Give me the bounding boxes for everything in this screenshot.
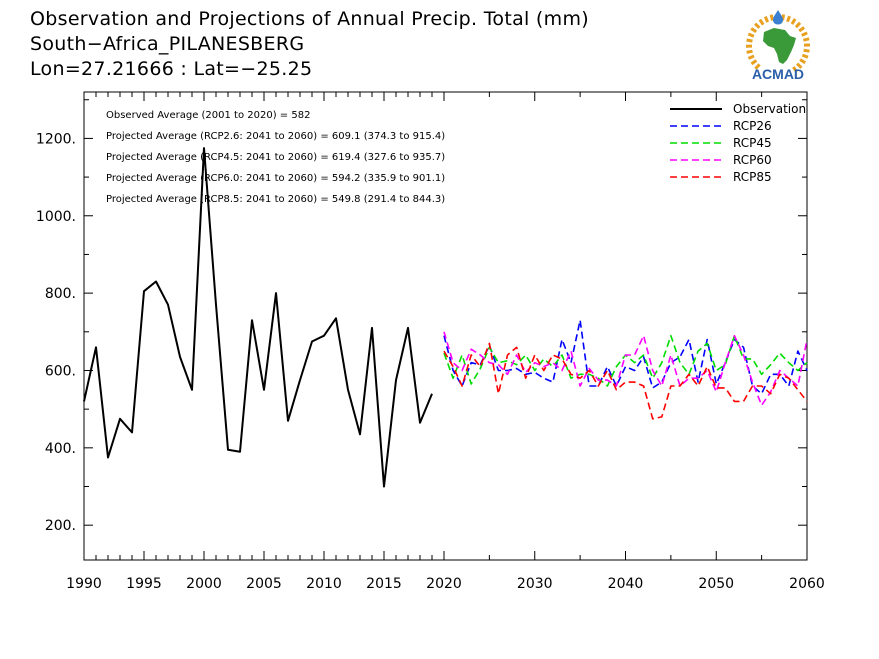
y-tick-label: 200.: [45, 518, 76, 534]
series-lines: [83, 147, 808, 488]
x-axis: 1990 1995 2000 2005 2010 2015 2020 2030 2040 2050…: [66, 92, 825, 592]
logo-ring-dash: [801, 53, 809, 59]
chart-title: Observation and Projections of Annual Pr…: [30, 8, 589, 30]
legend: Observation RCP26 RCP45 RCP60 RCP85: [670, 102, 806, 184]
x-tick-label: 2010: [306, 576, 342, 592]
average-note: Projected Average (RCP4.5: 2041 to 2060)…: [106, 152, 445, 163]
x-tick-label: 2060: [789, 576, 825, 592]
logo-ring-dash: [794, 21, 802, 29]
y-tick-label: 600.: [45, 363, 76, 379]
y-tick-label: 800.: [45, 286, 76, 302]
x-tick-label: 2040: [608, 576, 644, 592]
logo-drop-icon: [773, 10, 783, 25]
logo-ring-dash: [790, 18, 797, 25]
average-note: Observed Average (2001 to 2020) = 582: [106, 110, 310, 121]
logo-ring-dash: [746, 49, 753, 54]
logo-ring-dash: [746, 38, 753, 43]
series-line-rcp60: [443, 331, 808, 407]
x-tick-label: 2050: [698, 576, 734, 592]
logo-ring-dash: [763, 16, 770, 23]
series-line-observation: [83, 147, 433, 488]
logo-ring-dash: [754, 22, 761, 29]
average-notes: Observed Average (2001 to 2020) = 582 Pro…: [106, 110, 445, 205]
logo-ring-dash: [750, 27, 758, 34]
legend-label: RCP45: [733, 136, 772, 150]
legend-label: RCP26: [733, 119, 772, 133]
legend-label: RCP60: [733, 153, 772, 167]
logo-ring-dash: [758, 18, 765, 26]
y-tick-label: 400.: [45, 441, 76, 457]
legend-label: Observation: [733, 102, 806, 116]
logo-ring-dash: [769, 14, 774, 21]
series-line-rcp85: [443, 342, 808, 420]
x-tick-label: 2015: [366, 576, 402, 592]
y-tick-label: 1200.: [36, 131, 76, 147]
x-tick-label: 1995: [126, 576, 162, 592]
x-tick-label: 2020: [426, 576, 462, 592]
x-tick-label: 2000: [186, 576, 222, 592]
x-tick-label: 2030: [517, 576, 553, 592]
legend-label: RCP85: [733, 170, 772, 184]
logo-ring-dash: [798, 26, 805, 33]
logo-text: ACMAD: [752, 66, 804, 82]
series-line-rcp26: [443, 319, 808, 395]
logo-ring-dash: [801, 31, 808, 37]
logo-ring-dash: [792, 66, 799, 73]
logo-ring-dash: [747, 32, 755, 38]
logo-ring-dash: [796, 62, 803, 69]
average-note: Projected Average (RCP6.0: 2041 to 2060)…: [106, 173, 445, 184]
acmad-logo: ACMAD: [745, 10, 811, 82]
chart-subtitle-coordinates: Lon=27.21666 : Lat=−25.25: [30, 58, 313, 80]
logo-ring: [745, 13, 811, 73]
chart-subtitle-location: South−Africa_PILANESBERG: [30, 33, 305, 55]
y-axis: 200. 400. 600. 800. 1000. 1200.: [36, 99, 807, 534]
y-tick-label: 1000.: [36, 209, 76, 225]
logo-africa-map: [763, 28, 796, 64]
logo-ring-dash: [754, 63, 761, 70]
x-tick-label: 1990: [66, 576, 102, 592]
average-note: Projected Average (RCP8.5: 2041 to 2060)…: [106, 194, 445, 205]
logo-ring-dash: [799, 58, 807, 65]
logo-ring-dash: [747, 54, 755, 60]
x-tick-label: 2005: [246, 576, 282, 592]
average-note: Projected Average (RCP2.6: 2041 to 2060)…: [106, 131, 445, 142]
logo-ring-dash: [750, 59, 758, 66]
series-line-rcp45: [443, 334, 808, 387]
logo-ring-dash: [803, 48, 810, 53]
plot-frame: [83, 91, 808, 561]
logo-ring-dash: [803, 37, 810, 42]
logo-ring-dash: [786, 15, 791, 23]
